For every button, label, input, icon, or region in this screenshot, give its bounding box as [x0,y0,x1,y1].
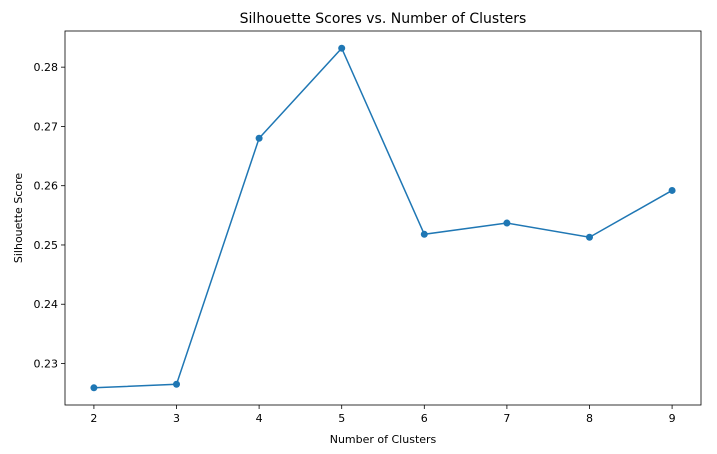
y-tick-label: 0.28 [34,61,59,74]
x-tick-label: 8 [586,412,593,425]
y-tick-label: 0.24 [34,298,59,311]
data-point [90,384,98,392]
x-tick-label: 6 [421,412,428,425]
plot-area [64,30,702,406]
x-tick-label: 5 [338,412,345,425]
y-axis: 0.23 0.24 0.25 0.26 0.27 0.28 [34,61,65,371]
series-layer [90,44,676,392]
data-point [585,233,593,241]
data-point [668,186,676,194]
x-tick-label: 3 [173,412,180,425]
chart-title: Silhouette Scores vs. Number of Clusters [240,11,527,27]
y-axis-label: Silhouette Score [12,173,25,263]
y-tick-label: 0.23 [34,358,59,371]
y-tick-label: 0.26 [34,180,59,193]
x-tick-label: 9 [669,412,676,425]
x-tick-label: 4 [256,412,263,425]
data-point [420,230,428,238]
y-tick-label: 0.27 [34,120,59,133]
x-axis-label: Number of Clusters [330,433,437,446]
data-point [255,134,263,142]
x-tick-label: 7 [503,412,510,425]
series-line [93,46,673,389]
data-point [173,380,181,388]
data-point [503,219,511,227]
x-axis: 2 3 4 5 6 7 8 9 [90,405,676,425]
data-point [338,44,346,52]
x-tick-label: 2 [90,412,97,425]
y-tick-label: 0.25 [34,239,59,252]
